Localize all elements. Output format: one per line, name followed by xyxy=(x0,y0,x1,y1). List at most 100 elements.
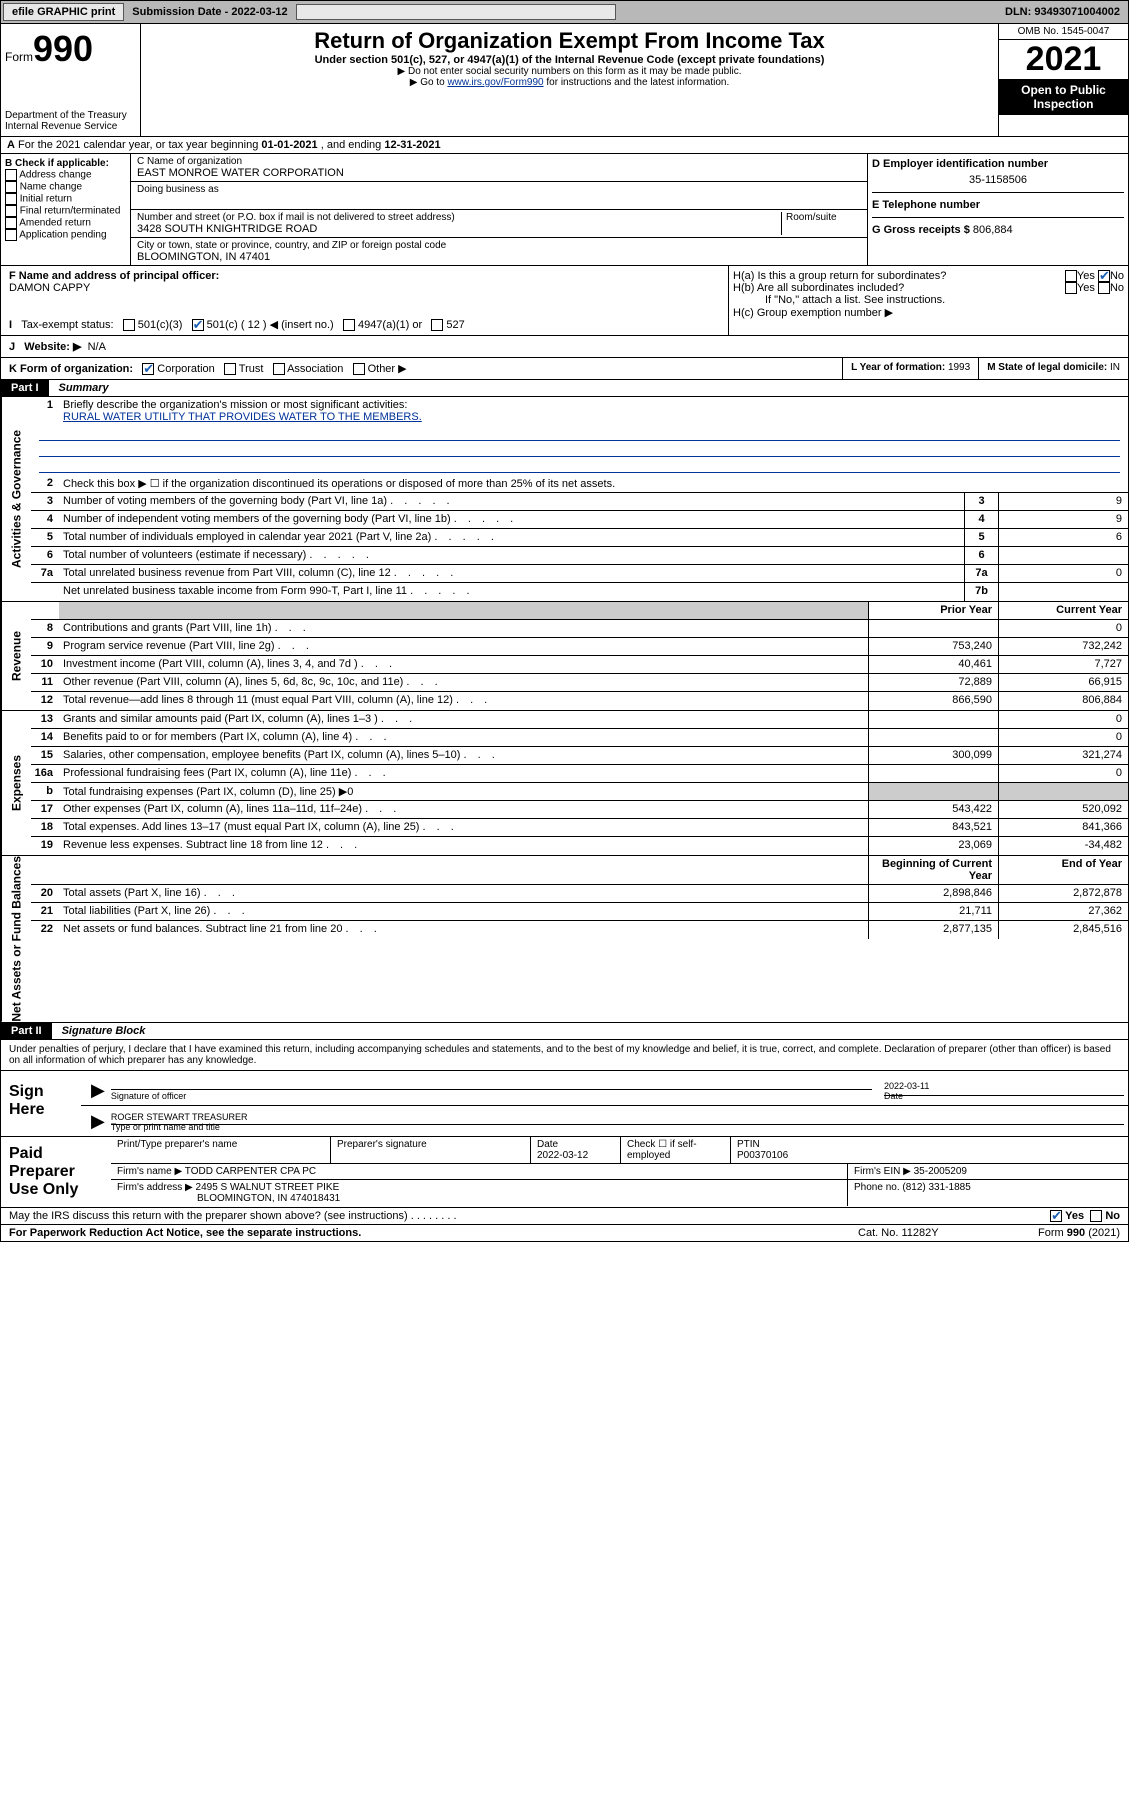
room-suite: Room/suite xyxy=(781,212,861,235)
sig-arrow-icon: ▶ xyxy=(85,1080,111,1101)
ha-label: H(a) Is this a group return for subordin… xyxy=(733,270,1065,282)
city-value: BLOOMINGTON, IN 47401 xyxy=(137,251,270,263)
subtitle-2: ▶ Do not enter social security numbers o… xyxy=(149,66,990,77)
sig-date-field: 2022-03-11Date xyxy=(884,1095,1124,1101)
part2-title: Signature Block xyxy=(52,1023,1128,1039)
discuss-row: May the IRS discuss this return with the… xyxy=(0,1208,1129,1225)
tax-year: 2021 xyxy=(999,40,1128,79)
subtitle-1: Under section 501(c), 527, or 4947(a)(1)… xyxy=(149,54,990,66)
part2-header: Part II Signature Block xyxy=(0,1023,1129,1040)
cb-corp[interactable] xyxy=(142,363,154,375)
summary-line: bTotal fundraising expenses (Part IX, co… xyxy=(31,783,1128,801)
summary-group: RevenuePrior YearCurrent Year8Contributi… xyxy=(0,602,1129,711)
cb-hb-no[interactable] xyxy=(1098,282,1110,294)
cb-pending[interactable]: Application pending xyxy=(5,229,126,241)
subtitle-3: ▶ Go to www.irs.gov/Form990 for instruct… xyxy=(149,77,990,88)
summary-group: Activities & Governance1Briefly describe… xyxy=(0,397,1129,602)
box-deg: D Employer identification number35-11585… xyxy=(868,154,1128,265)
subdate-label: Submission Date - 2022-03-12 xyxy=(126,6,293,18)
preparer-block: Paid Preparer Use Only Print/Type prepar… xyxy=(0,1137,1129,1208)
gross-value: 806,884 xyxy=(973,224,1013,236)
cb-501c[interactable] xyxy=(192,319,204,331)
summary-line: 11Other revenue (Part VIII, column (A), … xyxy=(31,674,1128,692)
summary-line: 21Total liabilities (Part X, line 26) . … xyxy=(31,903,1128,921)
box-b-label: B Check if applicable: xyxy=(5,158,126,169)
header-right: OMB No. 1545-0047 2021 Open to Public In… xyxy=(998,24,1128,136)
irs-link[interactable]: www.irs.gov/Form990 xyxy=(447,77,543,88)
year-formation: L Year of formation: 1993 xyxy=(842,358,978,379)
cb-hb-yes[interactable] xyxy=(1065,282,1077,294)
summary-line: Net unrelated business taxable income fr… xyxy=(31,583,1128,601)
row-fh: F Name and address of principal officer:… xyxy=(0,266,1129,336)
form-number: 990 xyxy=(33,28,93,69)
efile-button[interactable]: efile GRAPHIC print xyxy=(3,3,124,21)
cb-4947[interactable] xyxy=(343,319,355,331)
city-label: City or town, state or province, country… xyxy=(137,240,446,251)
summary-container: Activities & Governance1Briefly describe… xyxy=(0,397,1129,1023)
ein-label: D Employer identification number xyxy=(872,158,1048,170)
form-header: Form990 Department of the Treasury Inter… xyxy=(0,24,1129,137)
summary-line: 12Total revenue—add lines 8 through 11 (… xyxy=(31,692,1128,710)
website-value: N/A xyxy=(88,341,106,353)
form-title: Return of Organization Exempt From Incom… xyxy=(149,28,990,54)
cb-final-return[interactable]: Final return/terminated xyxy=(5,205,126,217)
firm-phone: Phone no. (812) 331-1885 xyxy=(848,1180,1128,1206)
cb-trust[interactable] xyxy=(224,363,236,375)
officer-name: DAMON CAPPY xyxy=(9,282,90,294)
cb-ha-no[interactable] xyxy=(1098,270,1110,282)
summary-line: 1Briefly describe the organization's mis… xyxy=(31,397,1128,425)
sig-arrow-icon-2: ▶ xyxy=(85,1111,111,1132)
ein-value: 35-1158506 xyxy=(872,170,1124,186)
cb-501c3[interactable] xyxy=(123,319,135,331)
prep-sig: Preparer's signature xyxy=(331,1137,531,1163)
omb-number: OMB No. 1545-0047 xyxy=(999,24,1128,40)
cb-discuss-no[interactable] xyxy=(1090,1210,1102,1222)
sig-officer-field: Signature of officer xyxy=(111,1089,872,1101)
row-j: J Website: ▶ N/A xyxy=(0,336,1129,358)
hb-label: H(b) Are all subordinates included? xyxy=(733,282,1065,294)
row-a-taxyear: A For the 2021 calendar year, or tax yea… xyxy=(0,137,1129,154)
summary-line: 13Grants and similar amounts paid (Part … xyxy=(31,711,1128,729)
sign-here-block: Sign Here ▶ Signature of officer 2022-03… xyxy=(0,1071,1129,1137)
cb-discuss-yes[interactable] xyxy=(1050,1210,1062,1222)
summary-line: 20Total assets (Part X, line 16) . . .2,… xyxy=(31,885,1128,903)
summary-group: Expenses13Grants and similar amounts pai… xyxy=(0,711,1129,856)
summary-line: 10Investment income (Part VIII, column (… xyxy=(31,656,1128,674)
cb-amended[interactable]: Amended return xyxy=(5,217,126,229)
summary-line: 6Total number of volunteers (estimate if… xyxy=(31,547,1128,565)
row-i: I Tax-exempt status: 501(c)(3) 501(c) ( … xyxy=(9,318,720,331)
row-k: K Form of organization: Corporation Trus… xyxy=(0,358,1129,380)
vertical-label: Net Assets or Fund Balances xyxy=(1,856,31,1022)
dba-label: Doing business as xyxy=(137,184,219,195)
summary-body: 1Briefly describe the organization's mis… xyxy=(31,397,1128,601)
firm-address: Firm's address ▶ 2495 S WALNUT STREET PI… xyxy=(111,1180,848,1206)
cb-ha-yes[interactable] xyxy=(1065,270,1077,282)
sig-name-field: ROGER STEWART TREASURERType or print nam… xyxy=(111,1124,1124,1132)
cb-527[interactable] xyxy=(431,319,443,331)
summary-line: 15Salaries, other compensation, employee… xyxy=(31,747,1128,765)
open-public: Open to Public Inspection xyxy=(999,79,1128,115)
underline xyxy=(39,459,1120,473)
blank-button[interactable] xyxy=(296,4,616,20)
summary-line: 4Number of independent voting members of… xyxy=(31,511,1128,529)
cb-initial-return[interactable]: Initial return xyxy=(5,193,126,205)
column-header-row: Beginning of Current YearEnd of Year xyxy=(31,856,1128,885)
cb-address-change[interactable]: Address change xyxy=(5,169,126,181)
hb-note: If "No," attach a list. See instructions… xyxy=(733,294,1124,306)
cb-other[interactable] xyxy=(353,363,365,375)
summary-line: 2Check this box ▶ ☐ if the organization … xyxy=(31,475,1128,493)
cb-assoc[interactable] xyxy=(273,363,285,375)
vertical-label: Activities & Governance xyxy=(1,397,31,601)
firm-ein: Firm's EIN ▶ 35-2005209 xyxy=(848,1164,1128,1179)
summary-line: 14Benefits paid to or for members (Part … xyxy=(31,729,1128,747)
dept-treasury: Department of the Treasury Internal Reve… xyxy=(5,110,136,132)
col-cd: C Name of organizationEAST MONROE WATER … xyxy=(131,154,1128,265)
state-domicile: M State of legal domicile: IN xyxy=(978,358,1128,379)
summary-body: 13Grants and similar amounts paid (Part … xyxy=(31,711,1128,855)
prep-selfemp: Check ☐ if self-employed xyxy=(621,1137,731,1163)
sig-intro: Under penalties of perjury, I declare th… xyxy=(0,1040,1129,1071)
summary-line: 18Total expenses. Add lines 13–17 (must … xyxy=(31,819,1128,837)
phone-label: E Telephone number xyxy=(872,199,980,211)
pra-notice: For Paperwork Reduction Act Notice, see … xyxy=(9,1227,858,1239)
cb-name-change[interactable]: Name change xyxy=(5,181,126,193)
